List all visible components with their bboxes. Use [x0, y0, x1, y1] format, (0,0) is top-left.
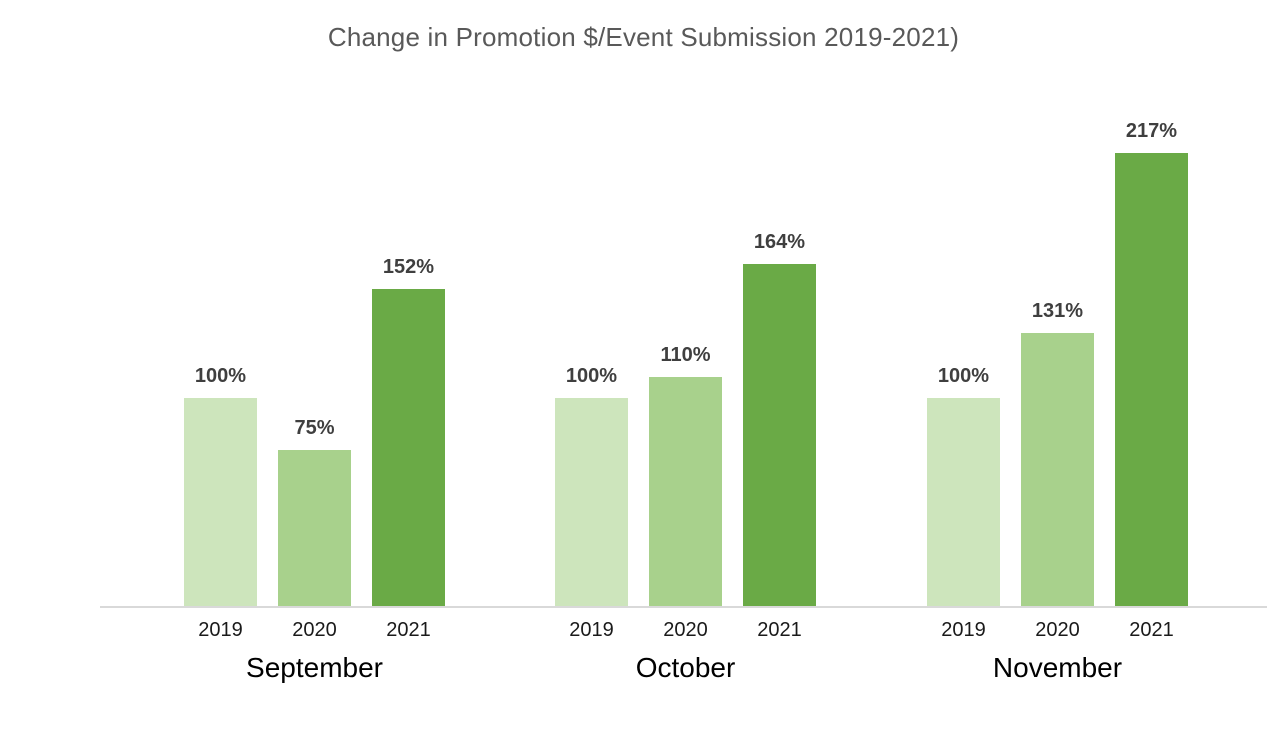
x-tick-2021-september: 2021 [386, 619, 431, 641]
bar-column-2021-november: 217% [1115, 120, 1188, 607]
x-tick-2020-october: 2020 [663, 619, 708, 641]
bar-column-2019-september: 100% [184, 365, 257, 607]
bars-row-september: 100% 75% 152% [184, 118, 445, 607]
x-axis-month-label-september: September [246, 652, 383, 683]
x-tick-2019-october: 2019 [569, 619, 614, 641]
x-tick-row-september: 2019 2020 2021 [184, 619, 445, 642]
x-tick-2020-september: 2020 [292, 619, 337, 641]
bar-column-2020-october: 110% [649, 344, 722, 607]
category-group-october: 100% 110% 164% 2019 2020 2021 October [555, 118, 816, 684]
bar-2020-september [278, 450, 351, 607]
bar-column-2020-september: 75% [278, 417, 351, 607]
data-label-2020-september: 75% [294, 417, 335, 439]
bar-2021-october [743, 264, 816, 607]
x-axis-line [100, 606, 1267, 608]
plot-area: 100% 75% 152% 2019 2020 2021 September 100% 110%… [100, 118, 1267, 683]
data-label-2021-september: 152% [382, 256, 435, 278]
x-tick-row-november: 2019 2020 2021 [927, 619, 1188, 642]
data-label-2021-november: 217% [1125, 120, 1178, 142]
bar-column-2021-september: 152% [372, 256, 445, 607]
bars-row-october: 100% 110% 164% [555, 118, 816, 607]
bar-2020-november [1021, 333, 1094, 607]
x-tick-row-october: 2019 2020 2021 [555, 619, 816, 642]
bar-column-2021-october: 164% [743, 231, 816, 607]
data-label-2021-october: 164% [753, 231, 806, 253]
bars-row-november: 100% 131% 217% [927, 118, 1188, 607]
bar-2021-september [372, 289, 445, 607]
x-tick-2021-november: 2021 [1129, 619, 1174, 641]
chart-title: Change in Promotion $/Event Submission 2… [327, 22, 960, 52]
bar-2020-october [649, 377, 722, 607]
bar-2019-october [555, 398, 628, 607]
x-tick-2019-november: 2019 [941, 619, 986, 641]
x-tick-2021-october: 2021 [757, 619, 802, 641]
x-axis-month-label-october: October [635, 652, 736, 683]
data-label-2020-november: 131% [1031, 300, 1084, 322]
data-label-2019-november: 100% [937, 365, 990, 387]
x-axis-month-label-november: November [992, 652, 1123, 683]
x-tick-2019-september: 2019 [198, 619, 243, 641]
bar-2019-november [927, 398, 1000, 607]
data-label-2019-september: 100% [194, 365, 247, 387]
x-tick-2020-november: 2020 [1035, 619, 1080, 641]
data-label-2019-october: 100% [565, 365, 618, 387]
bar-column-2020-november: 131% [1021, 300, 1094, 607]
bar-2019-september [184, 398, 257, 607]
category-group-november: 100% 131% 217% 2019 2020 2021 November [927, 118, 1188, 684]
category-group-september: 100% 75% 152% 2019 2020 2021 September [184, 118, 445, 684]
bar-column-2019-november: 100% [927, 365, 1000, 607]
data-label-2020-october: 110% [660, 344, 711, 366]
bar-column-2019-october: 100% [555, 365, 628, 607]
bar-2021-november [1115, 153, 1188, 607]
